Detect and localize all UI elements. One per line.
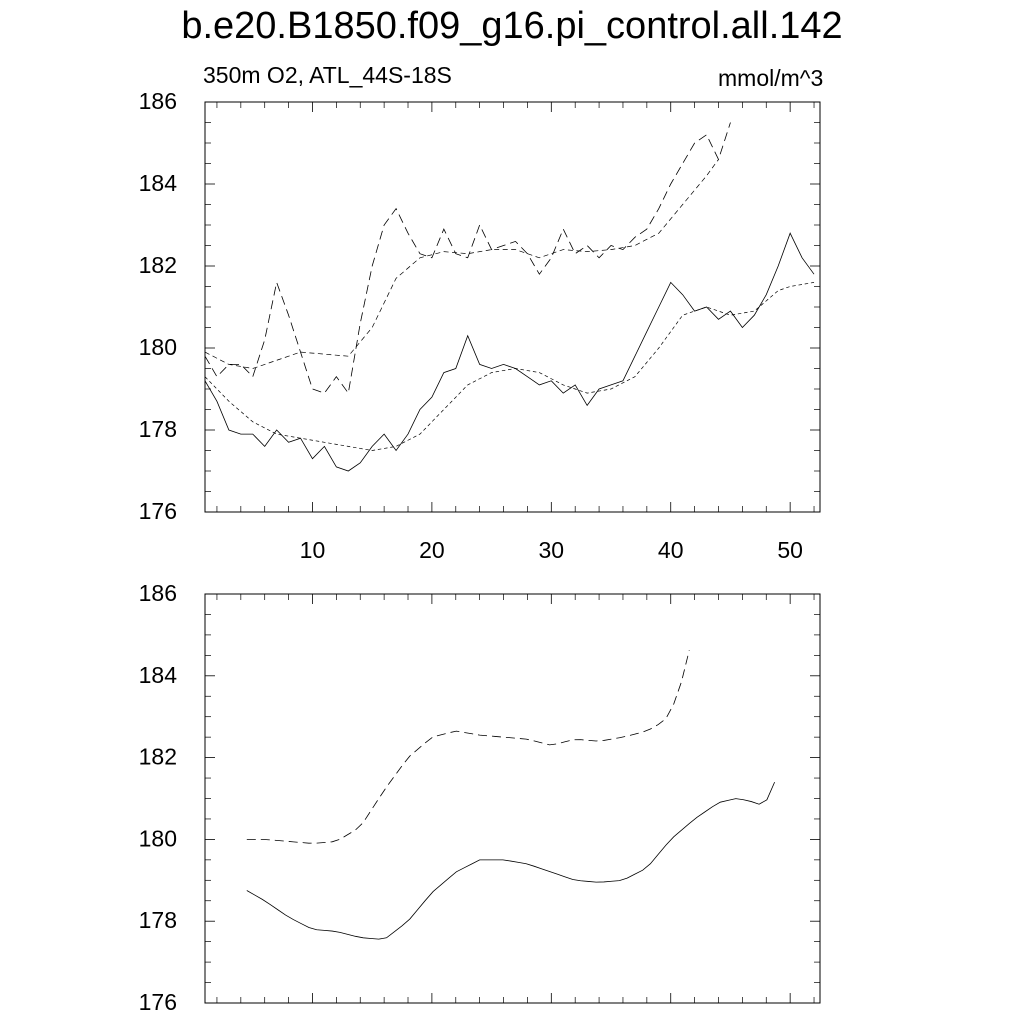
svg-text:178: 178 xyxy=(139,907,177,933)
svg-text:184: 184 xyxy=(139,170,178,196)
svg-text:186: 186 xyxy=(139,580,177,606)
svg-text:182: 182 xyxy=(139,744,177,770)
svg-text:40: 40 xyxy=(658,537,684,563)
svg-text:50: 50 xyxy=(777,537,803,563)
svg-text:180: 180 xyxy=(139,825,177,851)
svg-text:184: 184 xyxy=(139,662,178,688)
svg-text:30: 30 xyxy=(539,537,565,563)
svg-text:10: 10 xyxy=(300,537,326,563)
svg-text:20: 20 xyxy=(419,537,445,563)
svg-text:182: 182 xyxy=(139,252,177,278)
svg-text:176: 176 xyxy=(139,498,177,524)
svg-text:176: 176 xyxy=(139,989,177,1015)
svg-text:180: 180 xyxy=(139,334,177,360)
svg-text:186: 186 xyxy=(139,88,177,114)
svg-text:178: 178 xyxy=(139,416,177,442)
